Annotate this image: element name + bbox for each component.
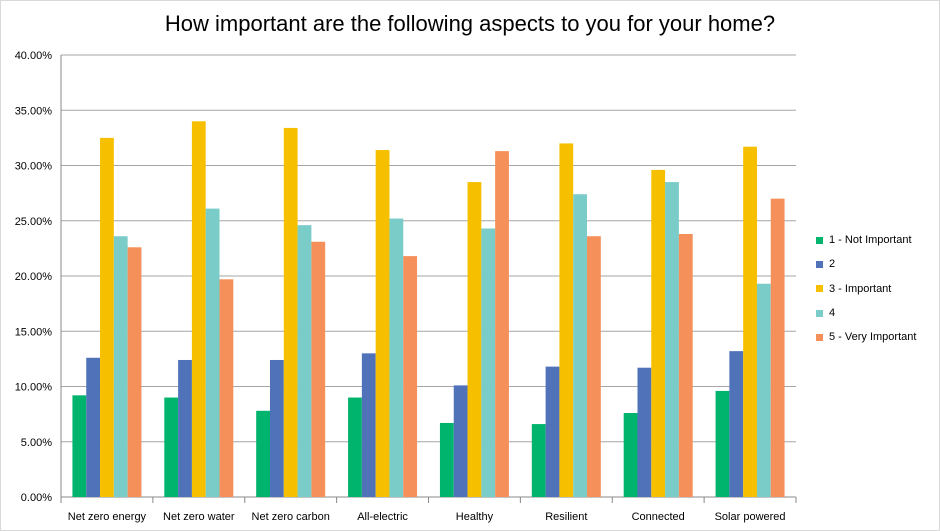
legend-label: 1 - Not Important [829,234,912,247]
bar-healthy-series-1 [439,422,454,497]
legend-swatch [816,333,823,341]
bar-all-electric-series-1 [348,397,362,497]
y-tick-label: 30.00% [15,161,53,173]
y-tick-label: 35.00% [15,105,53,117]
x-tick-label: Net zero carbon [252,511,330,523]
y-tick-label: 40.00% [15,50,53,62]
legend-label: 4 [829,307,836,320]
chart-title: How important are the following aspects … [164,11,776,36]
bar-net-zero-energy-series-1 [72,395,87,497]
bar-solar-powered-series-4 [756,283,771,497]
y-tick-label: 10.00% [15,382,53,394]
bar-solar-powered-series-1 [715,390,730,497]
bar-solar-powered-series-5 [770,198,785,497]
chart-legend: 1 - Not Important 2 3 - Important 4 5 - Very… [816,228,916,349]
bar-resilient-series-3 [559,143,574,497]
legend-label: 5 - Very Important [829,331,917,344]
x-tick-label: All-electric [357,511,408,523]
legend-item: 3 - Important [816,277,916,301]
x-tick-label: Healthy [456,511,494,523]
legend-item: 5 - Very Important [816,325,916,349]
bar-all-electric-series-2 [361,353,376,497]
legend-label: 2 [829,258,836,271]
bar-connected-series-5 [678,234,693,497]
bar-healthy-series-4 [481,228,496,498]
bar-net-zero-energy-series-3 [100,137,114,497]
bar-net-zero-energy-series-2 [86,357,101,497]
bar-solar-powered-series-2 [729,351,744,497]
legend-swatch [816,236,823,244]
bar-net-zero-water-series-5 [219,279,234,497]
bar-connected-series-1 [623,413,638,497]
bar-solar-powered-series-3 [743,146,757,497]
y-tick-label: 0.00% [21,492,52,504]
bar-net-zero-carbon-series-2 [269,359,284,497]
x-tick-label: Solar powered [715,511,786,523]
y-tick-label: 20.00% [15,271,53,283]
bar-healthy-series-5 [495,151,509,497]
bar-resilient-series-2 [545,366,560,497]
bar-resilient-series-5 [587,236,601,497]
y-tick-label: 25.00% [15,216,53,228]
bar-net-zero-energy-series-5 [127,247,142,497]
bar-net-zero-water-series-2 [178,359,192,497]
bar-net-zero-water-series-3 [191,121,206,498]
bar-all-electric-series-4 [389,218,404,498]
bar-connected-series-4 [665,182,679,497]
bar-net-zero-water-series-4 [205,208,220,497]
legend-item: 1 - Not Important [816,228,916,252]
x-tick-label: Net zero water [163,511,235,523]
legend-item: 4 [816,301,916,325]
legend-swatch [816,260,823,268]
bar-net-zero-carbon-series-4 [297,225,312,498]
bar-connected-series-2 [637,367,652,497]
x-tick-label: Net zero energy [68,511,147,523]
bar-resilient-series-1 [531,424,546,497]
y-tick-label: 5.00% [21,437,52,449]
bar-connected-series-3 [651,169,666,498]
bar-net-zero-carbon-series-1 [256,410,270,497]
bar-healthy-series-3 [467,182,482,497]
legend-item: 2 [816,252,916,276]
bar-net-zero-carbon-series-5 [311,241,326,497]
x-tick-label: Resilient [545,511,587,523]
legend-swatch [816,309,823,317]
bar-net-zero-water-series-1 [164,397,179,497]
bar-net-zero-energy-series-4 [113,236,128,497]
legend-swatch [816,285,823,293]
y-tick-label: 15.00% [15,326,53,338]
bar-resilient-series-4 [573,194,588,498]
legend-label: 3 - Important [829,282,892,295]
bar-all-electric-series-5 [403,256,418,497]
bar-healthy-series-2 [453,385,468,497]
x-tick-label: Connected [632,511,685,523]
bar-all-electric-series-3 [375,150,390,497]
bar-net-zero-carbon-series-3 [283,127,298,498]
